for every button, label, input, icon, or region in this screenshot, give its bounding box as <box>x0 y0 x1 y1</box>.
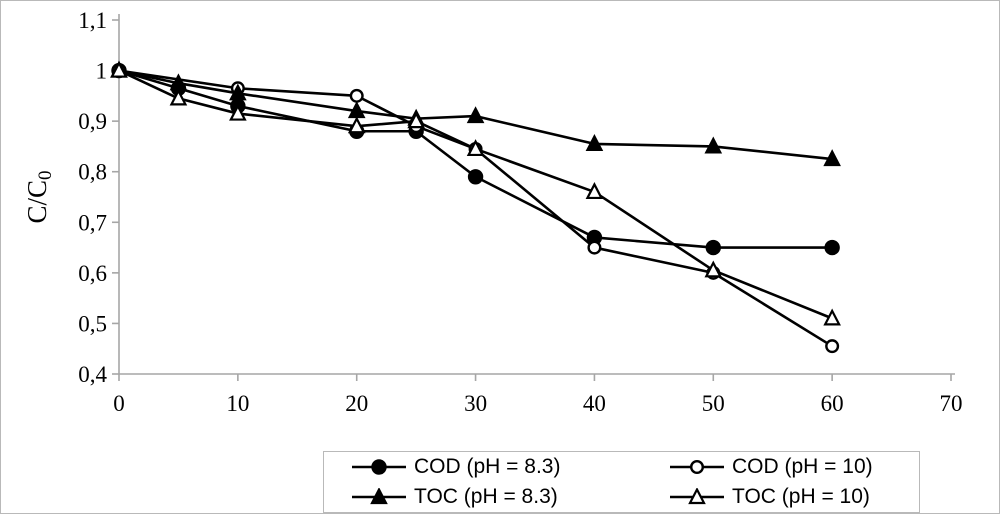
legend-marker <box>690 459 705 475</box>
data-point-marker <box>705 239 721 256</box>
legend-label: TOC (pH = 10) <box>732 485 870 508</box>
y-axis-title: C/C0 <box>22 170 56 223</box>
y-tick-label: 0,9 <box>78 109 107 134</box>
data-point-marker <box>824 239 840 256</box>
y-tick-label: 1,1 <box>78 8 107 33</box>
data-point-marker <box>347 116 366 134</box>
legend-marker <box>371 459 387 475</box>
open-triangle-marker-icon <box>670 488 724 505</box>
data-point-marker <box>169 88 188 106</box>
y-tick-label: 0,5 <box>78 311 107 336</box>
x-tick-label: 70 <box>940 391 963 416</box>
data-point-marker <box>585 134 604 151</box>
legend: COD (pH = 8.3) COD (pH = 10) TOC (pH = 8… <box>323 451 920 513</box>
open-circle-marker-icon <box>670 459 724 475</box>
data-point-marker <box>229 83 247 101</box>
x-tick-label: 0 <box>113 391 125 416</box>
data-point-marker <box>587 240 602 255</box>
x-tick-label: 50 <box>702 391 725 416</box>
legend-label: TOC (pH = 8.3) <box>414 485 558 508</box>
y-tick-label: 0,8 <box>78 160 107 185</box>
legend-label: COD (pH = 8.3) <box>414 455 561 478</box>
y-tick-label: 0,4 <box>78 362 107 387</box>
data-point-marker <box>585 182 604 200</box>
legend-item-cod-ph-8-3: COD (pH = 8.3) <box>324 455 642 479</box>
data-point-marker <box>704 136 723 154</box>
x-tick-label: 60 <box>821 391 844 416</box>
legend-marker <box>370 488 388 505</box>
x-tick-label: 10 <box>226 391 249 416</box>
legend-marker <box>688 488 706 505</box>
legend-item-toc-ph-8-3: TOC (pH = 8.3) <box>324 485 642 509</box>
x-tick-label: 30 <box>464 391 487 416</box>
data-point-marker <box>466 139 485 157</box>
series-line <box>117 69 834 249</box>
data-point-marker <box>110 60 128 78</box>
y-tick-label: 0,6 <box>78 261 107 286</box>
data-point-marker <box>823 308 841 326</box>
data-point-marker <box>349 88 364 103</box>
data-point-marker <box>407 111 425 129</box>
y-tick-label: 1 <box>96 59 108 84</box>
legend-item-toc-ph-10: TOC (pH = 10) <box>642 485 919 509</box>
legend-item-cod-ph-10: COD (pH = 10) <box>642 455 919 479</box>
filled-triangle-marker-icon <box>352 488 406 505</box>
data-point-marker <box>466 106 485 124</box>
data-point-marker <box>825 339 840 354</box>
x-tick-label: 20 <box>345 391 368 416</box>
data-point-marker <box>467 169 484 185</box>
y-tick-label: 0,7 <box>78 210 107 235</box>
legend-label: COD (pH = 10) <box>732 455 873 478</box>
data-point-marker <box>229 103 247 121</box>
series-line <box>117 69 834 348</box>
data-point-marker <box>704 260 723 278</box>
data-point-marker <box>823 149 841 167</box>
filled-circle-marker-icon <box>352 459 406 475</box>
x-tick-label: 40 <box>583 391 606 416</box>
